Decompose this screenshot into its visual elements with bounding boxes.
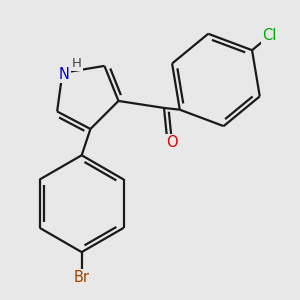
- Text: O: O: [166, 136, 177, 151]
- Text: Cl: Cl: [262, 28, 277, 43]
- Text: N: N: [58, 67, 69, 82]
- Text: H: H: [72, 57, 82, 70]
- Text: Br: Br: [74, 270, 90, 285]
